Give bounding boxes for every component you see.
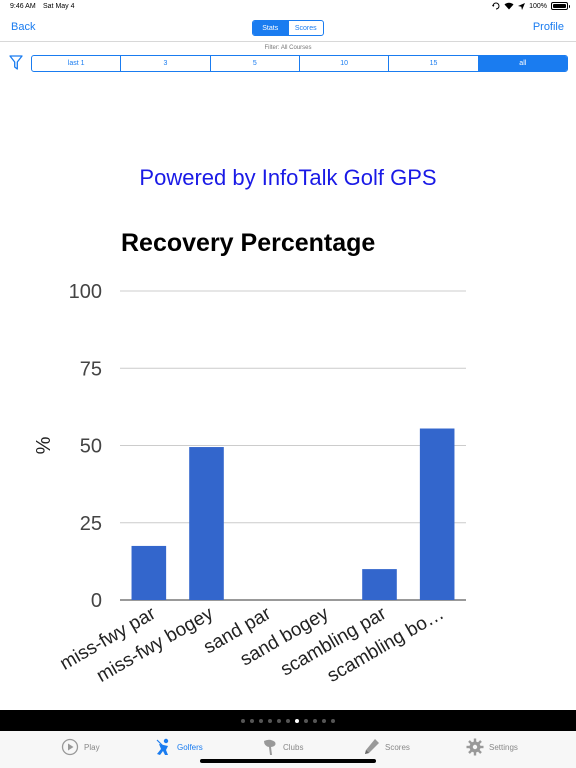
golfer-icon	[156, 738, 169, 755]
home-indicator	[200, 759, 376, 763]
tab-clubs-label: Clubs	[283, 742, 304, 752]
segment-scores[interactable]: Scores	[287, 21, 324, 35]
filter-label: Filter: All Courses	[264, 45, 312, 51]
status-bar: 9:46 AM Sat May 4 100%	[0, 0, 576, 14]
battery-icon	[551, 2, 570, 10]
tab-clubs[interactable]: Clubs	[262, 738, 303, 756]
location-icon	[518, 2, 526, 10]
status-indicators: 100%	[492, 2, 570, 10]
gear-icon	[466, 738, 484, 756]
page-dot[interactable]	[277, 718, 281, 723]
powered-by-banner: Powered by InfoTalk Golf GPS	[139, 165, 437, 190]
page-indicator	[0, 710, 576, 731]
range-option[interactable]: 5	[209, 56, 299, 71]
screen-lock-icon	[492, 2, 500, 10]
pencil-icon	[365, 739, 379, 754]
range-segmented-control: last 1 3 5 10 15 all	[31, 55, 568, 72]
tab-play[interactable]: Play	[61, 738, 100, 756]
y-tick-label: 50	[80, 436, 102, 458]
range-option[interactable]: last 1	[67, 60, 85, 67]
bar	[131, 545, 167, 600]
range-option[interactable]: 10	[298, 56, 388, 71]
page-dot[interactable]	[241, 718, 245, 723]
tab-settings-label: Settings	[489, 742, 518, 752]
page-dot[interactable]	[250, 718, 254, 723]
y-axis-label: %	[33, 436, 55, 454]
page-dot[interactable]	[295, 718, 299, 723]
navigation-bar: Back Stats Scores Profile	[0, 14, 576, 42]
bar	[419, 428, 455, 600]
battery-percent: 100%	[529, 2, 547, 10]
chart-title: Recovery Percentage	[121, 229, 376, 257]
tab-play-label: Play	[84, 742, 100, 752]
y-tick-label: 0	[91, 590, 102, 612]
page-dot[interactable]	[268, 718, 272, 723]
tab-golfers-label: Golfers	[177, 742, 203, 752]
page-dot[interactable]	[322, 718, 326, 723]
segment-stats[interactable]: Stats	[253, 21, 288, 35]
page-dot[interactable]	[304, 718, 308, 723]
page-dot[interactable]	[286, 718, 290, 723]
filter-icon[interactable]	[9, 55, 23, 71]
profile-button[interactable]: Profile	[532, 21, 564, 33]
range-option[interactable]: 15	[388, 56, 477, 71]
status-time: 9:46 AM	[10, 3, 36, 10]
range-option[interactable]: 3	[120, 56, 209, 71]
tab-settings[interactable]: Settings	[466, 738, 518, 756]
page-dot[interactable]	[313, 718, 317, 723]
bar	[189, 447, 224, 600]
wifi-icon	[504, 2, 514, 10]
y-tick-label: 25	[80, 513, 102, 535]
bar	[362, 569, 397, 600]
club-icon	[264, 739, 276, 755]
back-button[interactable]: Back	[11, 21, 36, 33]
tab-golfers[interactable]: Golfers	[156, 738, 203, 756]
page-dot[interactable]	[331, 718, 335, 723]
tab-scores[interactable]: Scores	[364, 738, 410, 756]
y-tick-label: 100	[69, 281, 102, 303]
y-tick-label: 75	[80, 358, 102, 380]
tab-scores-label: Scores	[385, 742, 410, 752]
range-option[interactable]: all	[477, 56, 567, 71]
page-dot[interactable]	[259, 718, 263, 723]
stats-scores-segmented-control: Stats Scores	[252, 20, 324, 36]
play-icon	[61, 738, 79, 756]
status-date: Sat May 4	[43, 3, 75, 10]
